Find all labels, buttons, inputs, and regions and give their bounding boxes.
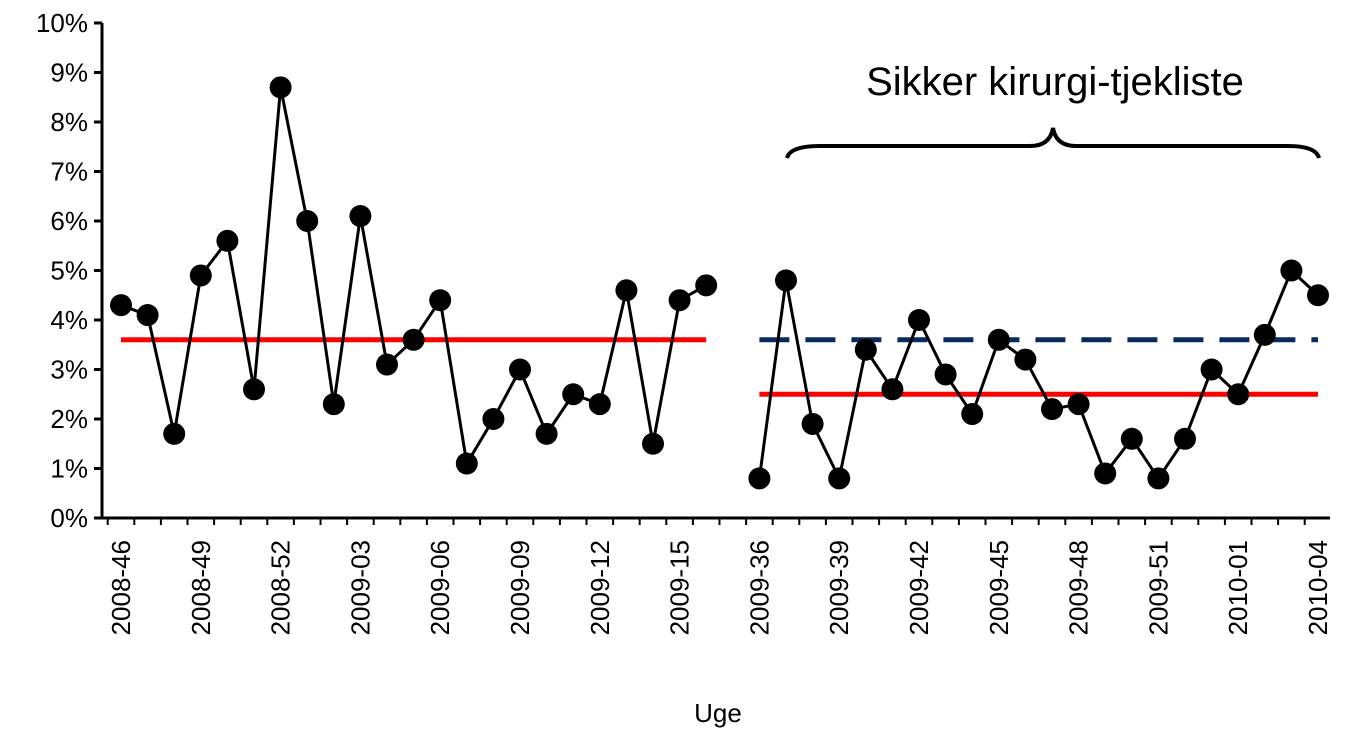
y-tick-label: 4% xyxy=(50,305,88,335)
annotation-label: Sikker kirurgi-tjekliste xyxy=(866,60,1244,104)
data-point xyxy=(455,452,478,475)
data-point xyxy=(1200,358,1223,381)
data-point xyxy=(322,393,345,416)
series-line-after xyxy=(757,267,1320,484)
data-point xyxy=(216,229,239,252)
data-point xyxy=(1227,383,1250,406)
x-tick-label: 2009-39 xyxy=(824,540,854,635)
data-point xyxy=(189,264,212,287)
y-tick-label: 7% xyxy=(50,157,88,187)
data-point xyxy=(1067,393,1090,416)
x-tick-label: 2008-52 xyxy=(266,540,296,635)
y-tick-label: 8% xyxy=(50,107,88,137)
data-point xyxy=(615,279,638,302)
data-point xyxy=(642,432,664,455)
data-point xyxy=(668,289,691,312)
x-tick-label: 2009-45 xyxy=(984,540,1014,635)
data-point xyxy=(376,353,398,376)
data-point xyxy=(562,383,585,406)
x-tick-label: 2009-42 xyxy=(904,540,934,635)
data-point xyxy=(1120,427,1143,450)
x-tick-label: 2008-49 xyxy=(186,540,216,635)
x-tick-label: 2009-09 xyxy=(505,540,535,635)
data-point xyxy=(588,393,611,416)
data-point xyxy=(509,358,531,381)
x-tick-label: 2009-36 xyxy=(744,540,774,635)
data-point xyxy=(828,467,851,490)
x-tick-label: 2008-46 xyxy=(106,540,136,635)
data-point xyxy=(243,378,265,401)
data-point xyxy=(748,467,771,490)
x-tick-label: 2009-12 xyxy=(585,540,615,635)
y-tick-label: 3% xyxy=(50,355,88,385)
data-point xyxy=(1307,284,1329,307)
data-point xyxy=(775,269,797,292)
data-point xyxy=(1147,467,1170,490)
data-point xyxy=(402,328,425,351)
data-point xyxy=(136,304,159,327)
data-point xyxy=(1253,323,1276,346)
y-tick-label: 1% xyxy=(50,454,88,484)
data-point xyxy=(1041,398,1063,421)
reference-lines xyxy=(121,337,1318,397)
y-tick-label: 10% xyxy=(36,8,88,38)
y-tick-label: 0% xyxy=(50,503,88,533)
data-point xyxy=(110,294,132,317)
data-point xyxy=(163,422,186,445)
x-tick-label: 2009-48 xyxy=(1064,540,1094,635)
data-point xyxy=(1280,259,1303,282)
data-point xyxy=(801,412,824,435)
data-point xyxy=(961,403,984,426)
y-tick-label: 2% xyxy=(50,404,88,434)
x-tick-label: 2010-01 xyxy=(1223,540,1253,635)
data-point xyxy=(349,205,372,228)
x-tick-label: 2009-51 xyxy=(1143,540,1173,635)
y-axis: 0% 1% 2% 3% 4% 5% 6% 7% 8% 9% 10% xyxy=(36,8,104,533)
data-point xyxy=(987,328,1010,351)
data-point xyxy=(1094,462,1117,485)
x-tick-label: 2010-04 xyxy=(1303,540,1333,635)
x-tick-label: 2009-06 xyxy=(425,540,455,635)
y-tick-label: 6% xyxy=(50,206,88,236)
data-point xyxy=(429,289,452,312)
data-point xyxy=(854,338,877,361)
data-point xyxy=(269,76,292,99)
data-point xyxy=(296,210,319,232)
x-axis-label: Uge xyxy=(694,698,742,728)
data-point xyxy=(535,422,558,445)
data-point xyxy=(881,378,904,401)
annotation-brace xyxy=(785,127,1321,159)
data-point xyxy=(695,274,718,297)
data-point xyxy=(934,363,957,386)
data-point xyxy=(482,408,505,430)
y-tick-label: 9% xyxy=(50,58,88,88)
data-series xyxy=(110,76,1329,490)
y-tick-label: 5% xyxy=(50,256,88,286)
x-tick-label: 2009-15 xyxy=(665,540,695,635)
x-tick-label: 2009-03 xyxy=(345,540,375,635)
data-point xyxy=(1174,427,1196,450)
x-axis: 2008-46 2008-49 2008-52 2009-03 2009-06 2009-… xyxy=(102,516,1333,635)
data-point xyxy=(908,309,930,331)
data-point xyxy=(1014,348,1037,371)
